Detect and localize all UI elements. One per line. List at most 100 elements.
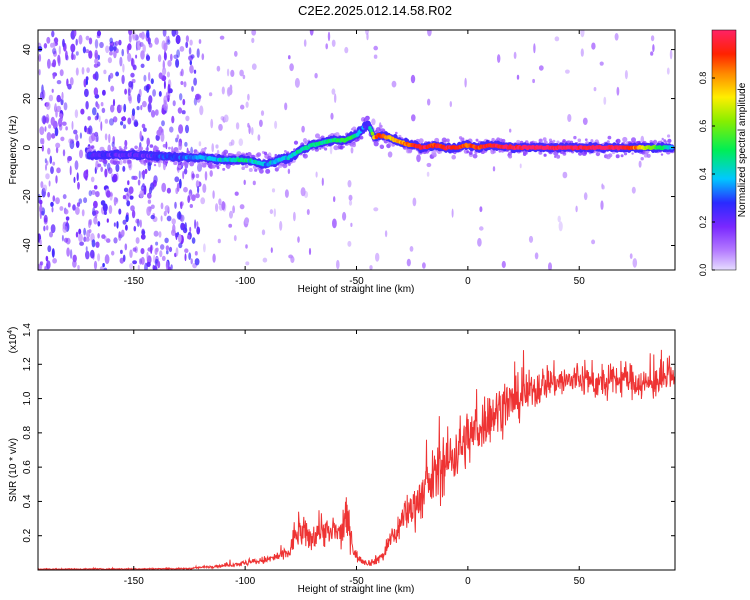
spectrogram-speckle [112,173,118,183]
spectrogram-speckle [194,251,198,256]
snr-y-tick-label: 0.2 [22,528,33,542]
spectrogram-speckle [288,55,291,60]
spectrogram-speckle [321,177,324,186]
spectrogram-speckle [160,132,165,142]
spectrogram-speckle [102,203,108,212]
spectrogram-speckle [99,41,104,49]
spectrogram-speckle [195,193,200,199]
spectrogram-speckle [303,39,307,47]
snr-multiplier: (x104) [7,327,19,354]
spectrogram-y-tick-label: -20 [22,189,33,204]
spectrogram-speckle [154,37,159,45]
spectrogram-halo [652,139,658,145]
spectrogram-speckle [501,260,506,269]
spectrogram-halo [154,146,159,151]
spectrogram-speckle [315,171,318,178]
spectrogram-speckle [113,237,118,244]
spectrogram-halo [359,135,364,140]
spectrogram-speckle [629,253,633,259]
spectrogram-speckle [104,254,110,265]
spectrogram-halo [606,140,610,144]
spectrogram-speckle [239,204,245,210]
spectrogram-speckle [631,186,636,194]
spectrogram-speckle [229,210,233,219]
spectrogram-speckle [575,205,578,213]
spectrogram-speckle [271,188,276,193]
spectrogram-speckle [133,225,137,232]
spectrogram-speckle [582,117,588,126]
spectrogram-y-ticks: -40 -20 0 20 40 [22,44,675,253]
spectrogram-speckle [176,166,180,171]
spectrogram-halo [162,144,167,148]
spectrogram-speckle [169,126,174,133]
spectrogram-speckle [178,124,184,134]
spectrogram-speckle [85,237,90,242]
spectrogram-speckle [78,34,83,45]
spectrogram-x-label: Height of straight line (km) [298,284,415,295]
spectrogram-speckle [331,39,336,47]
spectrogram-speckle [161,40,166,50]
spectrogram-speckle [111,250,115,256]
spectrogram-speckle [331,88,336,95]
spectrogram-halo [127,159,132,164]
spectrogram-speckle [129,263,134,270]
spectrogram-speckle [534,252,539,260]
spectrogram-speckle [39,261,44,266]
spectrogram-speckle [565,69,570,74]
spectrogram-halo [667,134,671,138]
spectrogram-speckle [146,53,149,59]
spectrogram-panel: -150 -100 -50 0 50 -40 -20 0 20 40 Height of str… [8,29,676,295]
spectrogram-halo [620,154,624,158]
spectrogram-speckle [123,103,127,113]
spectrogram-speckle [171,218,176,225]
spectrogram-speckle [632,258,638,268]
spectrogram-speckle [293,211,296,222]
spectrogram-speckle [93,216,98,225]
spectrogram-speckle [122,124,127,129]
spectrogram-speckle [216,65,221,72]
spectrogram-speckle [217,238,221,244]
spectrogram-speckle [127,88,131,96]
spectrogram-speckle [238,138,244,146]
spectrogram-halo [123,146,128,150]
spectrogram-halo [168,146,171,150]
spectrogram-speckle [39,91,44,101]
spectrogram-speckle [160,215,163,222]
spectrogram-speckle [59,206,64,211]
spectrogram-speckle [177,107,183,114]
spectrogram-speckle [55,109,58,118]
spectrogram-speckle [226,68,230,77]
spectrogram-speckle [245,244,248,249]
spectrogram-speckle [125,214,129,223]
spectrogram-halo [97,163,102,168]
spectrogram-speckle [350,222,353,227]
spectrogram-speckle [184,253,187,262]
spectrogram-halo [640,157,644,161]
spectrogram-speckle [45,101,51,110]
spectrogram-speckle [93,200,98,209]
spectrogram-speckle [104,133,108,141]
spectrogram-speckle [624,70,628,80]
spectrogram-speckle [163,210,167,217]
spectrogram-speckle [81,209,85,217]
spectrogram-speckle [128,30,133,36]
spectrogram-speckle [88,219,91,229]
spectrogram-speckle [122,116,126,121]
spectrogram-speckle [194,258,200,266]
spectrogram-speckle [38,46,43,52]
spectrogram-speckle [373,54,378,59]
spectrogram-speckle [126,200,131,207]
spectrogram-speckle [122,63,125,73]
spectrogram-speckle [42,184,48,192]
spectrogram-speckle [477,237,482,247]
spectrogram-speckle [314,72,318,79]
spectrogram-halo [584,138,588,142]
spectrogram-speckle [96,30,102,37]
spectrogram-halo [451,154,457,160]
spectrogram-speckle [122,165,126,172]
spectrogram-speckle [121,48,124,57]
spectrogram-speckle [51,88,54,93]
spectrogram-speckle [65,126,68,131]
spectrogram-speckle [52,195,56,202]
spectrogram-speckle [344,46,349,54]
